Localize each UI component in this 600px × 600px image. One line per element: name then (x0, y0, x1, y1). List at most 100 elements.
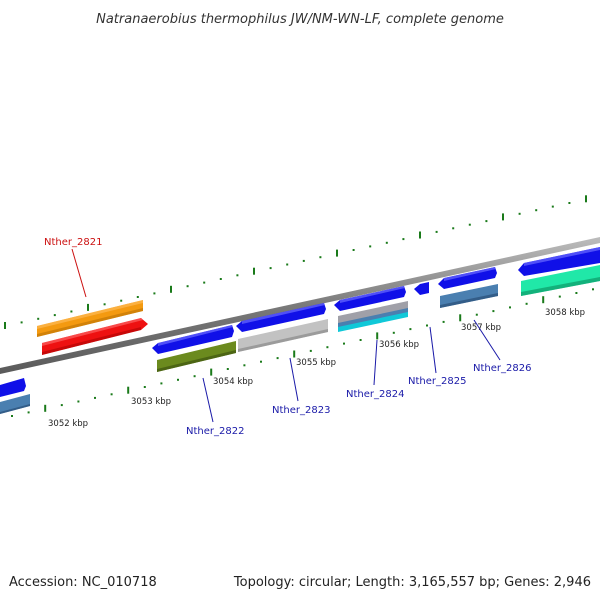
minor-tick (525, 302, 528, 305)
gene-nther-2824-steel[interactable] (338, 308, 408, 328)
major-tick (170, 285, 172, 293)
gene-label-nther-2826[interactable]: Nther_2826 (473, 363, 531, 374)
gene-nther-2825-blue[interactable] (414, 282, 429, 295)
minor-tick (70, 310, 73, 313)
minor-tick (485, 220, 488, 223)
minor-tick (37, 317, 40, 320)
gene-nther-2821-red[interactable] (42, 318, 148, 355)
major-tick (419, 231, 421, 239)
minor-tick (343, 342, 345, 345)
major-tick (127, 386, 130, 394)
gene-label-nther-2825[interactable]: Nther_2825 (408, 376, 466, 387)
minor-tick (160, 382, 163, 385)
minor-tick (11, 415, 13, 417)
gene-nther-2821-orange[interactable] (37, 300, 143, 337)
minor-tick (551, 205, 554, 208)
minor-tick (426, 324, 428, 327)
minor-tick (236, 274, 239, 277)
major-tick (44, 404, 47, 412)
major-tick (87, 303, 89, 311)
major-tick (376, 332, 379, 340)
gene-labels: Nther_2821 Nther_2822 Nther_2823 Nther_2… (44, 237, 531, 437)
gene-left-edge-steel[interactable] (0, 394, 30, 414)
minor-tick (402, 238, 405, 241)
gene-label-nther-2822[interactable]: Nther_2822 (186, 426, 244, 437)
minor-tick (94, 396, 96, 399)
gene-right-edge-blue[interactable] (518, 247, 600, 276)
kbp-label: 3053 kbp (131, 397, 171, 407)
kbp-label: 3057 kbp (461, 323, 501, 333)
gene-tracks (0, 247, 600, 414)
major-tick (293, 350, 296, 358)
major-tick (459, 314, 462, 322)
minor-tick (492, 310, 495, 313)
minor-tick (409, 328, 412, 331)
gene-nther-2824-blue[interactable] (334, 286, 406, 311)
minor-tick (592, 288, 594, 291)
minor-tick (153, 292, 156, 295)
gene-nther-2824-cyan[interactable] (338, 312, 408, 332)
minor-tick (260, 360, 262, 363)
minor-tick (392, 331, 395, 334)
minor-tick (27, 411, 30, 414)
gene-nther-2822-olive[interactable] (157, 341, 236, 372)
minor-tick (435, 230, 438, 233)
minor-tick (302, 259, 305, 262)
minor-tick (219, 278, 222, 280)
minor-tick (442, 320, 445, 323)
minor-tick (518, 212, 521, 215)
minor-tick (60, 404, 63, 407)
minor-tick (203, 281, 206, 284)
minor-tick (53, 314, 56, 317)
kbp-labels: 3052 kbp 3053 kbp 3054 kbp 3055 kbp 3056… (48, 308, 585, 429)
major-tick (336, 249, 338, 257)
tick-row-lower (11, 288, 594, 417)
major-tick (4, 322, 6, 329)
minor-tick (385, 241, 388, 244)
kbp-label: 3056 kbp (379, 340, 419, 350)
minor-tick (359, 339, 362, 341)
minor-tick (143, 386, 146, 388)
minor-tick (20, 321, 23, 324)
gene-nther-2823-blue[interactable] (236, 303, 326, 332)
tick-row-upper (4, 195, 587, 329)
gene-nther-2822-blue[interactable] (152, 325, 234, 354)
genome-summary-text: Topology: circular; Length: 3,165,557 bp… (233, 575, 591, 590)
kbp-label: 3054 kbp (213, 377, 253, 387)
gene-nther-2823-gray[interactable] (238, 319, 328, 352)
minor-tick (452, 227, 455, 230)
major-tick (542, 296, 545, 304)
gene-right-edge-teal[interactable] (521, 265, 600, 296)
gene-nther-2824-gray[interactable] (338, 301, 408, 325)
map-title: Natranaerobius thermophilus JW/NM-WN-LF,… (96, 12, 504, 27)
minor-tick (575, 292, 578, 294)
minor-tick (326, 346, 329, 349)
minor-tick (369, 245, 372, 248)
minor-tick (309, 349, 312, 352)
kbp-label: 3058 kbp (545, 308, 585, 318)
minor-tick (186, 285, 189, 288)
minor-tick (177, 378, 179, 381)
major-tick (253, 267, 255, 275)
minor-tick (77, 400, 80, 403)
minor-tick (475, 313, 478, 316)
gene-label-nther-2824[interactable]: Nther_2824 (346, 389, 404, 400)
minor-tick (269, 267, 272, 270)
gene-left-edge-blue[interactable] (0, 378, 26, 397)
minor-tick (110, 393, 113, 396)
gene-nther-2826-steel[interactable] (440, 284, 498, 308)
minor-tick (535, 209, 538, 212)
minor-tick (193, 375, 196, 378)
minor-tick (120, 299, 123, 302)
major-tick (585, 195, 587, 203)
gene-label-nther-2821[interactable]: Nther_2821 (44, 237, 102, 248)
gene-label-nther-2823[interactable]: Nther_2823 (272, 405, 330, 416)
minor-tick (568, 202, 571, 204)
minor-tick (243, 364, 246, 367)
minor-tick (226, 368, 229, 370)
minor-tick (136, 296, 139, 298)
gene-nther-2826-blue[interactable] (438, 267, 497, 289)
gene-label-leaders (71, 248, 501, 423)
